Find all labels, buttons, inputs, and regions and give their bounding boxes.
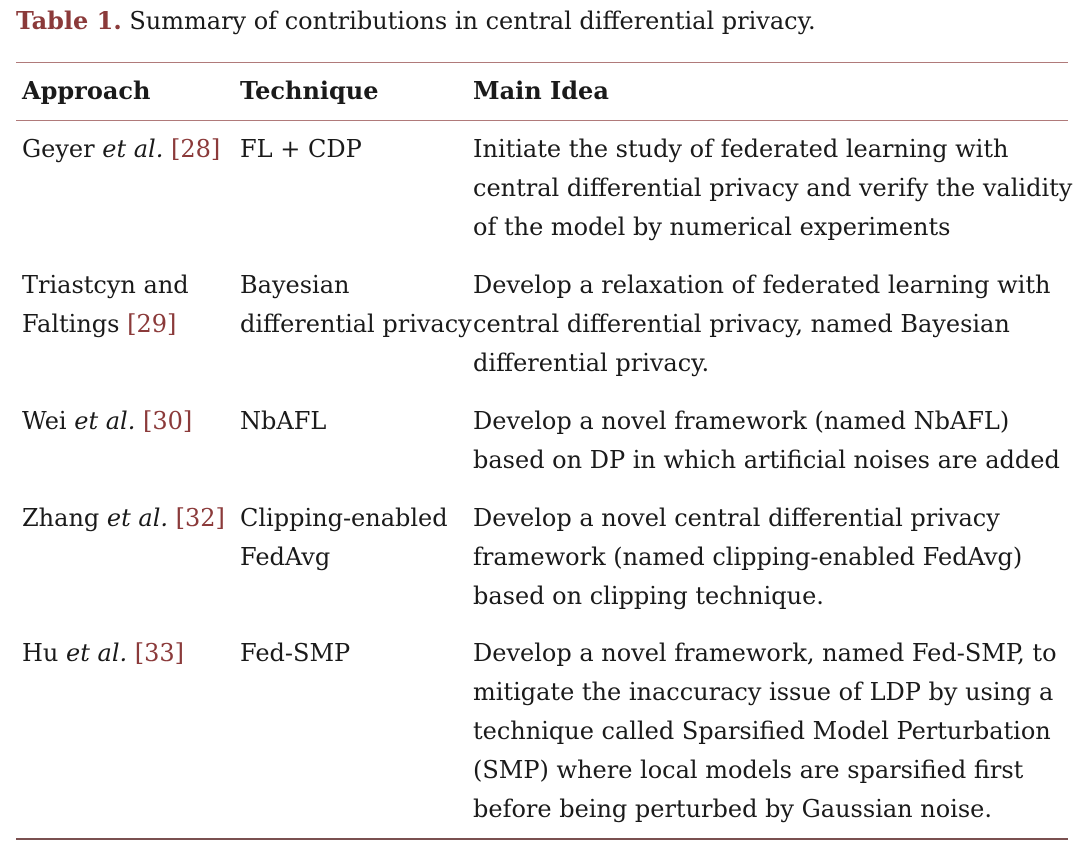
citation-ref[interactable]: [33] [134, 639, 185, 667]
table-row-main-idea: Develop a relaxation of federated learni… [473, 266, 1073, 383]
table-row-technique: Bayesian differential privacy [240, 266, 472, 344]
table-row-approach: Wei et al. [30] [22, 402, 232, 441]
citation-ref[interactable]: [28] [170, 135, 221, 163]
idea-line: Develop a novel central differential pri… [473, 504, 1000, 532]
header-main-idea: Main Idea [473, 76, 609, 105]
technique-line: FedAvg [240, 543, 331, 571]
etal: et al. [66, 639, 128, 667]
author-name: Hu [22, 639, 59, 667]
table-row-technique: Fed-SMP [240, 634, 468, 673]
citation-ref[interactable]: [29] [127, 310, 177, 338]
table-row-main-idea: Develop a novel framework, named Fed-SMP… [473, 634, 1073, 829]
technique-line: Fed-SMP [240, 639, 351, 667]
idea-line: technique called Sparsified Model Pertur… [473, 717, 1051, 745]
table-row-approach: Triastcyn and Faltings [29] [22, 266, 232, 344]
table-row-approach: Hu et al. [33] [22, 634, 232, 673]
idea-line: Develop a novel framework (named NbAFL) [473, 407, 1010, 435]
table-row-approach: Geyer et al. [28] [22, 130, 232, 169]
idea-line: based on clipping technique. [473, 582, 824, 610]
table-header-rule [16, 120, 1068, 121]
technique-line: FL + CDP [240, 135, 362, 163]
table-caption-text: Summary of contributions in central diff… [129, 7, 816, 35]
etal: et al. [74, 407, 136, 435]
citation-ref[interactable]: [32] [175, 504, 225, 532]
table-row-approach: Zhang et al. [32] [22, 499, 232, 538]
idea-line: central differential privacy, named Baye… [473, 310, 1010, 338]
technique-line: Clipping-enabled [240, 504, 448, 532]
citation-ref[interactable]: [30] [142, 407, 193, 435]
table-bottom-rule [16, 838, 1068, 840]
idea-line: framework (named clipping-enabled FedAvg… [473, 543, 1023, 571]
table-caption: Table 1. Summary of contributions in cen… [16, 6, 816, 35]
table-row-technique: NbAFL [240, 402, 468, 441]
idea-line: mitigate the inaccuracy issue of LDP by … [473, 678, 1054, 706]
idea-line: before being perturbed by Gaussian noise… [473, 795, 992, 823]
author-name: Geyer [22, 135, 95, 163]
table-row-technique: FL + CDP [240, 130, 468, 169]
idea-line: of the model by numerical experiments [473, 213, 951, 241]
etal: et al. [102, 135, 164, 163]
table-top-rule [16, 62, 1068, 63]
table-row-main-idea: Initiate the study of federated learning… [473, 130, 1073, 247]
technique-line: Bayesian [240, 271, 350, 299]
table-row-technique: Clipping-enabled FedAvg [240, 499, 468, 577]
idea-line: (SMP) where local models are sparsified … [473, 756, 1024, 784]
table-row-main-idea: Develop a novel framework (named NbAFL) … [473, 402, 1073, 480]
technique-line: differential privacy [240, 310, 472, 338]
idea-line: Initiate the study of federated learning… [473, 135, 1009, 163]
table-label: Table 1. [16, 6, 122, 35]
idea-line: central differential privacy and verify … [473, 174, 1073, 202]
idea-line: based on DP in which artificial noises a… [473, 446, 1060, 474]
technique-line: NbAFL [240, 407, 327, 435]
author-name: Wei [22, 407, 67, 435]
etal: et al. [106, 504, 168, 532]
author-name: Triastcyn and [22, 271, 189, 299]
header-approach: Approach [22, 76, 151, 105]
idea-line: Develop a novel framework, named Fed-SMP… [473, 639, 1057, 667]
table-row-main-idea: Develop a novel central differential pri… [473, 499, 1073, 616]
author-name: Zhang [22, 504, 100, 532]
author-name: Faltings [22, 310, 120, 338]
idea-line: differential privacy. [473, 349, 710, 377]
idea-line: Develop a relaxation of federated learni… [473, 271, 1051, 299]
header-technique: Technique [240, 76, 379, 105]
